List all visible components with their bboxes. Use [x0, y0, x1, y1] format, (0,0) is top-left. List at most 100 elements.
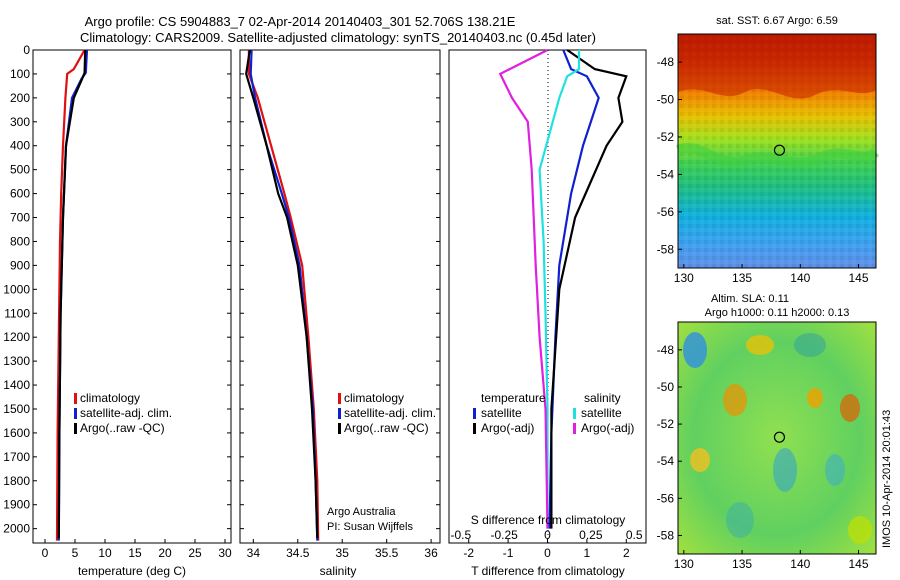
y-tick-label: 300 [10, 115, 30, 129]
y-tick-label: 800 [10, 234, 30, 248]
salinity-legend: climatology satellite-adj. clim. Argo(..… [338, 391, 436, 435]
sst-map-panel: sat. SST: 6.67 Argo: 6.59 130 135 140 145 -4… [657, 15, 880, 285]
argo-location-marker [773, 431, 786, 443]
salinity-panel: 34 34.5 35 35.5 36 salinity climatology sate… [239, 49, 441, 578]
difference-legend: temperature satellite Argo(-adj) salinit… [473, 391, 634, 435]
map-x-tick-label: 140 [790, 557, 810, 571]
legend-title-salinity: salinity [584, 391, 621, 405]
series-line-argo-adj--1 [550, 49, 628, 529]
x-tick-label: 0 [544, 546, 551, 560]
legend-label-t-argo: Argo(-adj) [481, 421, 534, 435]
sst-warm-meander [678, 34, 876, 99]
difference-xlabel: T difference from climatology [471, 564, 625, 578]
y-tick-label: 1000 [3, 282, 30, 296]
legend-label-satellite: satellite-adj. clim. [80, 406, 172, 420]
top-x-tick-label: -0.5 [450, 528, 471, 542]
y-tick-label: 700 [10, 211, 30, 225]
legend-swatch-s-satellite [573, 408, 576, 419]
map-y-tick-label: -54 [657, 167, 675, 181]
legend-swatch-satellite [338, 408, 341, 419]
legend-label-climatology: climatology [80, 391, 140, 405]
legend-label-satellite: satellite-adj. clim. [344, 406, 436, 420]
top-x-tick-label: 0.25 [579, 528, 603, 542]
x-tick-label: 35.5 [375, 546, 399, 560]
x-tick-label: 36 [424, 546, 438, 560]
legend-swatch-s-argo [573, 423, 576, 434]
y-tick-label: 0 [23, 43, 30, 57]
y-tick-label: 1400 [3, 378, 30, 392]
y-tick-label: 200 [10, 91, 30, 105]
x-tick-label: 34.5 [286, 546, 310, 560]
series-line-climatology-0 [247, 50, 320, 541]
map-x-tick-label: 130 [674, 271, 694, 285]
sst-front [675, 143, 880, 168]
annotation-line-2: PI: Susan Wijffels [327, 521, 413, 533]
y-tick-label: 1700 [3, 450, 30, 464]
legend-label-argo: Argo(..raw -QC) [344, 421, 429, 435]
y-tick-label: 1100 [4, 306, 30, 320]
sst-map-frame [677, 33, 877, 269]
x-tick-label: 34 [247, 546, 261, 560]
map-x-tick-label: 135 [732, 557, 752, 571]
annotation-line-1: Argo Australia [327, 506, 396, 518]
y-tick-label: 500 [10, 163, 30, 177]
map-x-tick-label: 145 [849, 271, 869, 285]
x-tick-label: 20 [158, 546, 172, 560]
y-tick-label: 900 [10, 258, 30, 272]
map-y-tick-label: -54 [657, 454, 675, 468]
sla-map-field [678, 322, 876, 554]
header-line-1: Argo profile: CS 5904883_7 02-Apr-2014 2… [85, 14, 516, 29]
temperature-plot-frame [32, 49, 232, 544]
y-tick-label: 1600 [3, 426, 30, 440]
top-x-tick-label: 0 [544, 528, 551, 542]
legend-swatch-climatology [338, 393, 341, 404]
difference-panel: -2 -1 0 1 2 -0.5 -0.25 0 0.25 0.5 T difference fr… [448, 49, 647, 578]
map-y-tick-label: -48 [657, 343, 675, 357]
legend-swatch-argo [338, 423, 341, 434]
legend-swatch-satellite [74, 408, 77, 419]
difference-xlabel-top: S difference from climatology [471, 513, 626, 527]
map-y-tick-label: -56 [657, 205, 675, 219]
series-line-satellite-0 [548, 49, 600, 529]
legend-label-s-argo: Argo(-adj) [581, 421, 634, 435]
argo-location-marker [773, 144, 786, 156]
x-tick-label: -2 [463, 546, 474, 560]
top-x-tick-label: -0.25 [490, 528, 518, 542]
x-tick-label: -1 [503, 546, 514, 560]
temperature-xlabel: temperature (deg C) [78, 564, 186, 578]
sla-map-title-1: Altim. SLA: 0.11 [711, 293, 789, 305]
legend-swatch-t-argo [473, 423, 476, 434]
x-tick-label: 5 [72, 546, 79, 560]
y-tick-label: 1800 [3, 474, 30, 488]
temperature-legend: climatology satellite-adj. clim. Argo(..… [74, 391, 172, 435]
imos-timestamp-label: IMOS 10-Apr-2014 20:01:43 [881, 410, 893, 548]
map-y-tick-label: -58 [657, 528, 675, 542]
x-tick-label: 2 [623, 546, 630, 560]
y-tick-label: 1300 [3, 354, 30, 368]
salinity-plot-frame [239, 49, 441, 544]
series-line-climatology-0 [55, 49, 86, 541]
map-y-tick-label: -58 [657, 242, 675, 256]
legend-swatch-t-satellite [473, 408, 476, 419]
map-x-tick-label: 130 [674, 557, 694, 571]
map-y-tick-label: -52 [657, 130, 675, 144]
x-tick-label: 35 [336, 546, 350, 560]
x-tick-label: 10 [98, 546, 112, 560]
y-tick-label: 1200 [3, 330, 30, 344]
x-tick-label: 1 [584, 546, 591, 560]
legend-label-climatology: climatology [344, 391, 404, 405]
sla-map-title-2: Argo h1000: 0.11 h2000: 0.13 [705, 307, 850, 319]
top-x-tick-label: 0.5 [626, 528, 643, 542]
map-y-tick-label: -50 [657, 93, 675, 107]
y-tick-label: 400 [10, 139, 30, 153]
sst-map-title: sat. SST: 6.67 Argo: 6.59 [716, 15, 838, 27]
series-line-argo-raw-qc--2 [57, 49, 87, 539]
x-tick-label: 25 [188, 546, 202, 560]
salinity-xlabel: salinity [320, 564, 357, 578]
map-y-tick-label: -56 [657, 491, 675, 505]
series-line-satellite-2 [538, 50, 581, 529]
map-y-tick-label: -50 [657, 380, 675, 394]
legend-label-argo: Argo(..raw -QC) [80, 421, 165, 435]
y-tick-label: 1900 [3, 498, 30, 512]
